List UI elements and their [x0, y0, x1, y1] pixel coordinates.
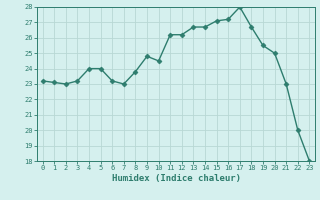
- X-axis label: Humidex (Indice chaleur): Humidex (Indice chaleur): [111, 174, 241, 183]
